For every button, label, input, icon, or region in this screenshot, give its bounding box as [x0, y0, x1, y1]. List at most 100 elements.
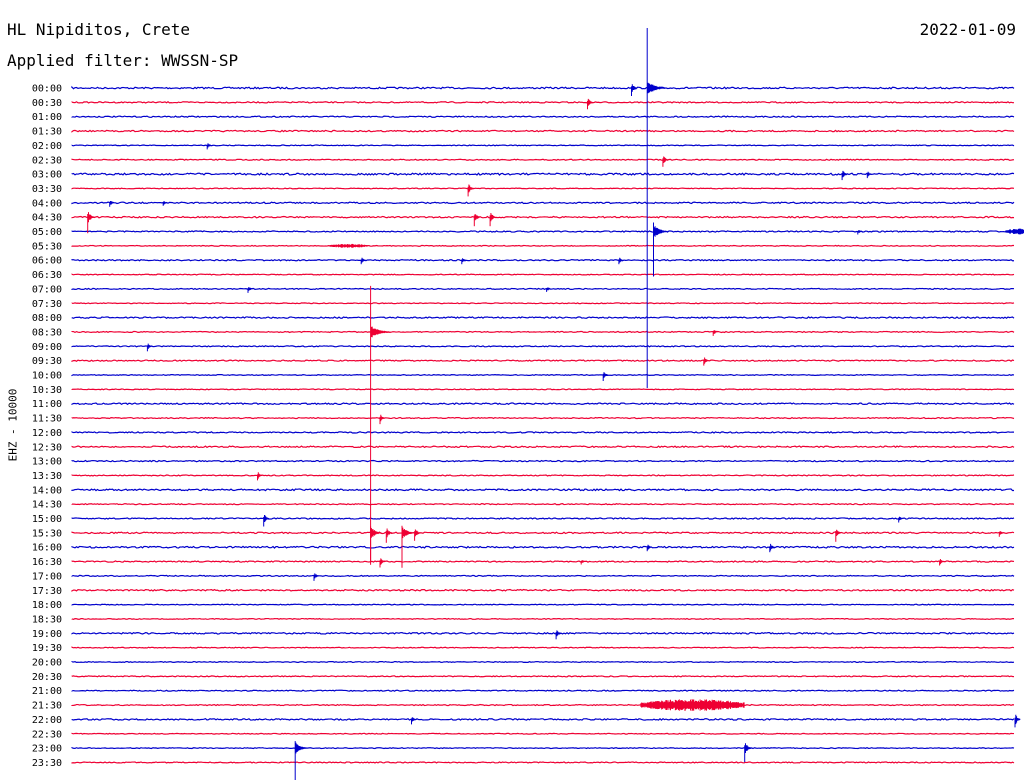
- trace-row: [71, 603, 1015, 606]
- trace-row: [71, 502, 1015, 506]
- trace-row: [71, 330, 1015, 334]
- row-time-label: 06:00: [32, 256, 62, 267]
- trace-row: [71, 129, 1015, 133]
- trace-row: [71, 517, 1015, 520]
- row-time-label: 21:00: [32, 686, 62, 697]
- seismic-event: [546, 287, 552, 292]
- row-time-label: 03:30: [32, 184, 62, 195]
- trace-row: [71, 531, 1015, 535]
- seismic-event: [646, 28, 667, 388]
- row-time-label: 05:00: [32, 227, 62, 238]
- noise-burst: [329, 243, 368, 248]
- seismic-event: [646, 544, 653, 552]
- row-time-label: 20:30: [32, 672, 62, 683]
- seismic-event: [379, 414, 386, 425]
- row-time-label: 17:30: [32, 586, 62, 597]
- trace-row: [71, 258, 1015, 262]
- row-time-label: 02:30: [32, 155, 62, 166]
- seismic-event: [379, 558, 386, 568]
- row-time-label: 15:30: [32, 528, 62, 539]
- row-time-label: 00:30: [32, 98, 62, 109]
- trace-row: [71, 560, 1015, 563]
- seismic-event: [769, 543, 776, 553]
- trace-row: [71, 402, 1015, 406]
- trace-row: [71, 85, 1015, 90]
- trace-row: [71, 302, 1015, 305]
- row-time-label: 18:00: [32, 600, 62, 611]
- trace-row: [71, 574, 1015, 578]
- trace-row: [71, 172, 1015, 176]
- trace-row: [71, 488, 1015, 492]
- seismic-event: [385, 528, 393, 543]
- trace-row: [71, 201, 1015, 205]
- seismic-event: [835, 529, 842, 542]
- trace-row: [71, 115, 1015, 118]
- row-time-label: 04:30: [32, 213, 62, 224]
- row-time-label: 11:30: [32, 414, 62, 425]
- trace-row: [71, 373, 1015, 377]
- seismic-event: [370, 285, 391, 562]
- row-time-label: 01:30: [32, 127, 62, 138]
- seismic-event: [712, 330, 719, 336]
- trace-row: [71, 158, 1015, 161]
- seismic-event: [631, 84, 637, 96]
- row-time-label: 19:30: [32, 643, 62, 654]
- trace-row: [71, 388, 1015, 391]
- seismic-event: [744, 743, 752, 763]
- trace-row: [71, 717, 1015, 721]
- trace-row: [71, 187, 1015, 190]
- row-time-label: 16:30: [32, 557, 62, 568]
- noise-burst: [640, 699, 745, 711]
- row-time-label: 23:30: [32, 758, 62, 769]
- trace-row: [71, 316, 1015, 320]
- row-time-label: 13:30: [32, 471, 62, 482]
- trace-row: [71, 732, 1015, 735]
- row-time-label: 11:00: [32, 399, 62, 410]
- row-time-label: 05:30: [32, 241, 62, 252]
- row-time-label: 13:00: [32, 457, 62, 468]
- seismic-event: [411, 717, 417, 725]
- row-time-label: 06:30: [32, 270, 62, 281]
- seismic-event: [580, 560, 587, 565]
- row-time-label: 03:00: [32, 170, 62, 181]
- trace-row: [71, 287, 1015, 291]
- seismic-event: [109, 201, 115, 207]
- trace-row: [71, 215, 1015, 219]
- row-time-label: 04:00: [32, 198, 62, 209]
- seismic-event: [602, 372, 609, 381]
- row-time-label: 07:00: [32, 284, 62, 295]
- seismic-event: [206, 143, 213, 150]
- seismic-event: [473, 214, 480, 227]
- trace-row: [71, 689, 1015, 692]
- noise-burst: [1005, 228, 1024, 235]
- row-time-label: 08:30: [32, 327, 62, 338]
- seismic-event: [360, 257, 367, 265]
- trace-row: [71, 416, 1015, 420]
- filter-label: Applied filter: WWSSN-SP: [7, 51, 239, 70]
- seismic-event: [587, 98, 593, 110]
- seismic-event: [467, 184, 474, 197]
- seismic-event: [247, 287, 254, 293]
- trace-row: [71, 273, 1015, 276]
- row-time-label: 00:00: [32, 84, 62, 95]
- seismic-event: [370, 526, 382, 565]
- seismic-event: [684, 702, 691, 711]
- station-title: HL Nipiditos, Crete: [7, 20, 191, 39]
- seismic-event: [489, 213, 496, 227]
- seismic-event: [1014, 714, 1021, 728]
- trace-row: [71, 431, 1015, 434]
- seismic-event: [162, 201, 169, 206]
- trace-row: [71, 101, 1014, 104]
- seismic-event: [898, 516, 904, 523]
- row-time-label: 15:00: [32, 514, 62, 525]
- trace-row: [71, 545, 1015, 549]
- row-time-label: 23:00: [32, 744, 62, 755]
- row-time-label: 10:00: [32, 371, 62, 382]
- trace-row: [71, 244, 1015, 247]
- date-label: 2022-01-09: [919, 20, 1016, 39]
- row-time-label: 22:00: [32, 715, 62, 726]
- seismic-event: [857, 230, 864, 235]
- trace-row: [71, 617, 1015, 620]
- trace-row: [71, 459, 1015, 463]
